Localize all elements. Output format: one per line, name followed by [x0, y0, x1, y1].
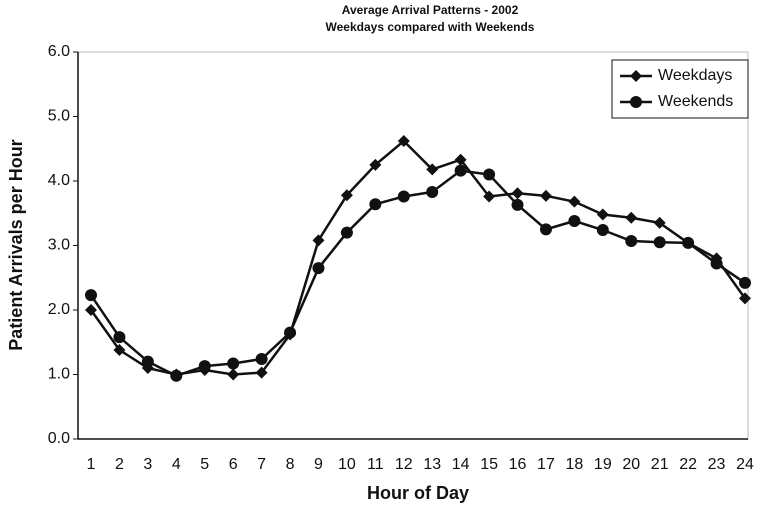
point: [539, 223, 552, 236]
point: [454, 153, 467, 166]
point: [511, 198, 524, 211]
legend-marker: [630, 70, 642, 82]
x-tick-label: 10: [338, 456, 356, 473]
point: [340, 226, 353, 239]
point: [710, 257, 723, 270]
x-tick-label: 9: [314, 456, 323, 473]
x-tick-label: 5: [200, 456, 209, 473]
x-tick-label: 6: [229, 456, 238, 473]
point: [653, 236, 666, 249]
y-tick-label: 5.0: [48, 108, 70, 125]
y-tick-label: 0.0: [48, 430, 70, 447]
point: [113, 331, 126, 344]
point: [426, 185, 439, 198]
point: [739, 276, 751, 289]
y-tick-label: 6.0: [48, 43, 70, 60]
point: [198, 360, 211, 373]
point: [568, 214, 581, 227]
x-tick-label: 24: [736, 456, 754, 473]
point: [284, 326, 297, 339]
chart-subtitle: Weekdays compared with Weekends: [326, 20, 535, 34]
x-tick-label: 16: [509, 456, 527, 473]
point: [625, 211, 638, 224]
x-axis-label: Hour of Day: [367, 483, 469, 503]
point: [397, 190, 410, 203]
point: [739, 292, 751, 305]
y-tick-label: 3.0: [48, 237, 70, 254]
x-tick-label: 8: [286, 456, 295, 473]
x-tick-label: 21: [651, 456, 669, 473]
point: [170, 369, 183, 382]
series-line: [89, 139, 747, 376]
point: [340, 189, 353, 202]
y-tick-label: 4.0: [48, 172, 70, 189]
y-tick-label: 1.0: [48, 366, 70, 383]
x-tick-label: 3: [143, 456, 152, 473]
x-tick-label: 2: [115, 456, 124, 473]
point: [369, 158, 382, 171]
point: [397, 135, 410, 148]
x-tick-label: 18: [565, 456, 583, 473]
x-tick-label: 23: [708, 456, 726, 473]
x-tick-label: 4: [172, 456, 181, 473]
x-tick-label: 17: [537, 456, 555, 473]
point: [596, 224, 609, 237]
point: [227, 368, 240, 381]
point: [85, 289, 97, 302]
legend-marker: [630, 96, 642, 108]
point: [596, 208, 609, 221]
x-tick-label: 15: [480, 456, 498, 473]
point: [568, 195, 581, 208]
point: [312, 234, 325, 247]
point: [483, 190, 496, 203]
point: [511, 187, 524, 200]
y-tick-label: 2.0: [48, 301, 70, 318]
x-tick-label: 1: [87, 456, 96, 473]
x-tick-label: 19: [594, 456, 612, 473]
x-tick-label: 20: [622, 456, 640, 473]
point: [369, 198, 382, 211]
point: [454, 164, 467, 177]
point: [255, 366, 268, 379]
point: [682, 236, 695, 249]
point: [539, 189, 552, 202]
x-tick-label: 7: [257, 456, 266, 473]
x-tick-label: 11: [367, 456, 384, 473]
x-tick-label: 22: [679, 456, 697, 473]
legend-box: [611, 59, 749, 119]
point: [426, 163, 439, 176]
x-tick-label: 12: [395, 456, 413, 473]
point: [227, 357, 240, 370]
point: [653, 216, 666, 229]
legend-label: Weekdays: [658, 67, 732, 84]
x-tick-label: 13: [423, 456, 441, 473]
point: [113, 343, 126, 356]
point: [625, 234, 638, 247]
x-tick-label: 14: [452, 456, 470, 473]
series-line: [89, 169, 746, 378]
point: [85, 304, 97, 316]
legend-label: Weekends: [658, 93, 733, 110]
point: [483, 168, 496, 181]
y-axis-label: Patient Arrivals per Hour: [6, 139, 26, 350]
point: [312, 262, 325, 275]
chart-title: Average Arrival Patterns - 2002: [342, 3, 519, 17]
point: [141, 355, 154, 368]
point: [255, 353, 268, 366]
